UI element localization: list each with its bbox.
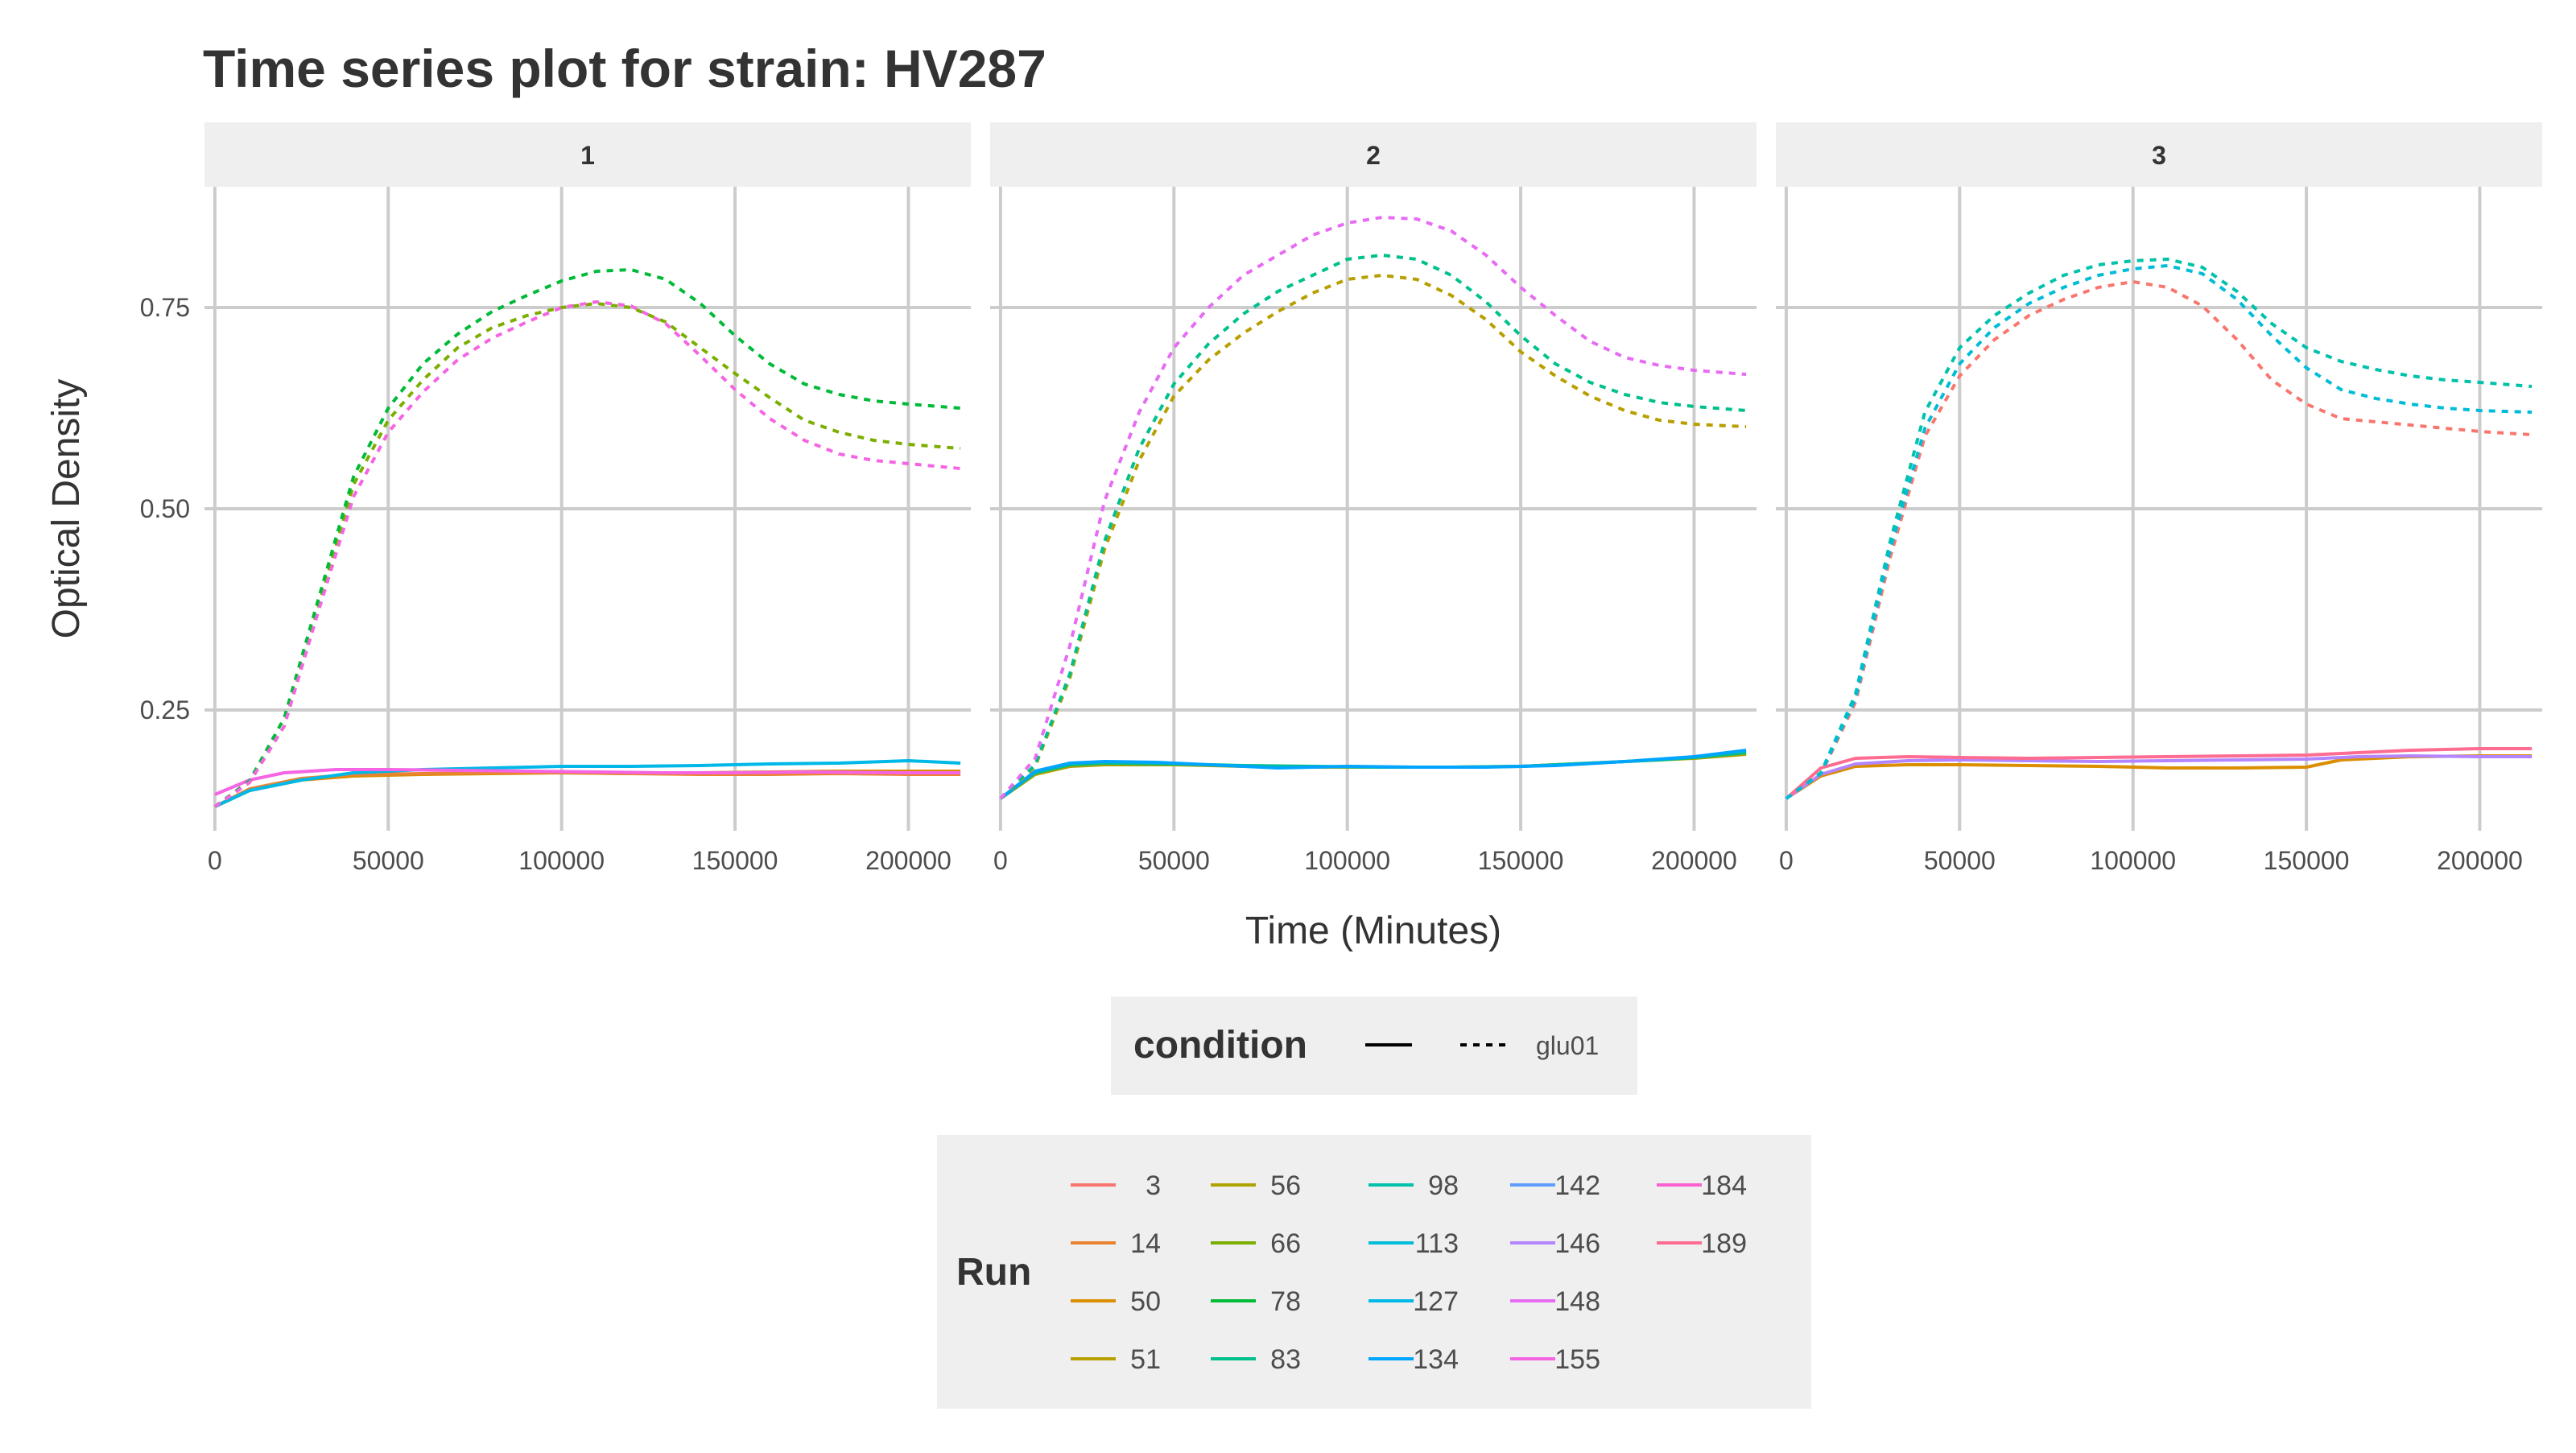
x-tick-label: 50000 <box>1138 846 1210 875</box>
x-tick-label: 200000 <box>865 846 952 875</box>
y-tick-label: 0.75 <box>140 293 190 322</box>
legend-run-label: 3 <box>1146 1170 1161 1201</box>
series-line-run-127 <box>214 759 961 808</box>
legend-layer: condition glu01 Run 3 14 50 51 56 66 78 83 98 113 127… <box>937 997 1811 1409</box>
series-line-run-146 <box>1785 754 2533 800</box>
x-tick-label: 100000 <box>1304 846 1390 875</box>
series-line-run-189 <box>1785 747 2533 800</box>
legend-condition-title: condition <box>1133 1024 1307 1067</box>
legend-run-label: 50 <box>1130 1286 1161 1317</box>
y-tick-label: 0.25 <box>140 696 190 724</box>
x-tick-label: 0 <box>1779 846 1794 875</box>
x-tick-label: 200000 <box>1651 846 1737 875</box>
x-tick-label: 150000 <box>1478 846 1564 875</box>
legend-run-label: 146 <box>1554 1228 1600 1259</box>
legend-run-label: 184 <box>1701 1170 1747 1201</box>
legend-run-label: 83 <box>1270 1344 1301 1375</box>
legend-run-title: Run <box>956 1251 1031 1294</box>
series-line-run-98-glu01 <box>1785 258 2533 800</box>
facet-strip-label: 1 <box>580 141 595 170</box>
legend-run-label: 56 <box>1270 1170 1301 1201</box>
x-tick-label: 100000 <box>518 846 605 875</box>
legend-condition-label: glu01 <box>1536 1031 1599 1060</box>
facet-strip-label: 2 <box>1366 141 1381 170</box>
y-axis-label: Optical Density <box>45 379 88 639</box>
x-tick-label: 150000 <box>692 846 778 875</box>
series-line-run-3-glu01 <box>1785 280 2533 800</box>
legend-run-label: 155 <box>1554 1344 1600 1375</box>
facet-strip-label: 3 <box>2152 141 2166 170</box>
legend-run: Run 3 14 50 51 56 66 78 83 98 113 127 134 142 146 148 15… <box>937 1135 1811 1409</box>
series-line-run-66-glu01 <box>213 302 961 808</box>
legend-run-label: 98 <box>1428 1170 1459 1201</box>
facet-panel-2: 2 0 50000 100000 150000 200000 <box>990 122 1757 875</box>
series-line-run-113-glu01 <box>1785 264 2533 800</box>
series-line-run-51-glu01 <box>999 274 1747 800</box>
legend-run-label: 14 <box>1130 1228 1161 1259</box>
legend-run-label: 189 <box>1701 1228 1747 1259</box>
y-tick-label: 0.50 <box>140 494 190 523</box>
facet-strip <box>1776 122 2542 187</box>
series-line-run-155 <box>214 768 961 796</box>
series-line-run-134 <box>999 749 1747 800</box>
legend-run-label: 78 <box>1270 1286 1301 1317</box>
x-tick-label: 150000 <box>2264 846 2350 875</box>
x-axis-label: Time (Minutes) <box>1245 910 1501 952</box>
facet-strip <box>990 122 1757 187</box>
x-tick-label: 50000 <box>1924 846 1996 875</box>
x-tick-label: 0 <box>208 846 222 875</box>
legend-run-label: 113 <box>1415 1228 1459 1259</box>
facet-panel-3: 3 0 50000 100000 150000 200000 <box>1776 122 2542 875</box>
legend-run-label: 127 <box>1413 1286 1459 1317</box>
x-tick-label: 0 <box>993 846 1008 875</box>
x-tick-label: 50000 <box>353 846 424 875</box>
legend-run-label: 66 <box>1270 1228 1301 1259</box>
chart-title: Time series plot for strain: HV287 <box>203 39 1046 98</box>
legend-run-box <box>937 1135 1811 1409</box>
legend-condition: condition glu01 <box>1111 997 1637 1095</box>
series-line-run-155-glu01 <box>213 300 961 808</box>
facet-strip <box>204 122 971 187</box>
legend-run-label: 148 <box>1554 1286 1600 1317</box>
panels-layer: 1 0.25 0.50 0.75 0 50000 100000 150000 200000 2 0 5… <box>140 122 2542 875</box>
x-tick-label: 200000 <box>2437 846 2523 875</box>
series-line-run-148-glu01 <box>999 216 1747 800</box>
legend-run-label: 142 <box>1554 1170 1600 1201</box>
legend-run-label: 51 <box>1130 1344 1161 1375</box>
legend-run-label: 134 <box>1413 1344 1459 1375</box>
facet-panel-1: 1 0.25 0.50 0.75 0 50000 100000 150000 200000 <box>140 122 971 875</box>
x-tick-label: 100000 <box>2090 846 2176 875</box>
